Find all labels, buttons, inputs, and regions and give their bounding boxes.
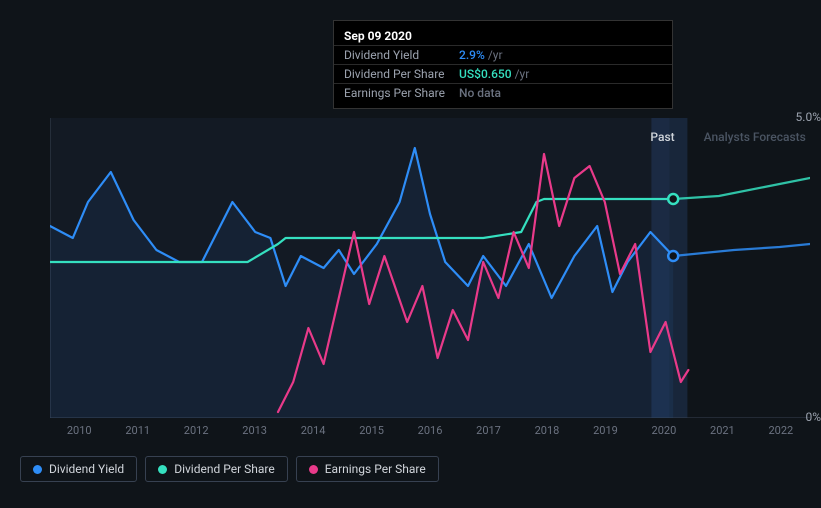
legend-dot-icon bbox=[158, 465, 167, 474]
tooltip-value: US$0.650 bbox=[459, 67, 512, 81]
chart-tooltip: Sep 09 2020 Dividend Yield2.9%/yrDividen… bbox=[333, 20, 673, 109]
tooltip-row: Dividend Per ShareUS$0.650/yr bbox=[334, 64, 672, 83]
x-axis-label: 2018 bbox=[518, 424, 576, 437]
chart-area[interactable] bbox=[50, 118, 810, 418]
legend-dot-icon bbox=[33, 465, 42, 474]
x-axis-label: 2016 bbox=[401, 424, 459, 437]
y-axis-label: 0% bbox=[777, 410, 821, 424]
x-axis-label: 2012 bbox=[167, 424, 225, 437]
legend: Dividend Yield Dividend Per Share Earnings… bbox=[20, 456, 439, 482]
region-label: Past bbox=[650, 130, 674, 144]
legend-label: Dividend Per Share bbox=[174, 462, 275, 476]
tooltip-label: Dividend Yield bbox=[344, 48, 459, 62]
legend-label: Earnings Per Share bbox=[325, 462, 426, 476]
x-axis-label: 2010 bbox=[50, 424, 108, 437]
x-axis-label: 2022 bbox=[752, 424, 810, 437]
legend-item[interactable]: Earnings Per Share bbox=[296, 456, 439, 482]
tooltip-label: Earnings Per Share bbox=[344, 86, 459, 100]
tooltip-date: Sep 09 2020 bbox=[334, 27, 672, 45]
x-axis-label: 2019 bbox=[576, 424, 634, 437]
legend-dot-icon bbox=[309, 465, 318, 474]
legend-label: Dividend Yield bbox=[49, 462, 124, 476]
x-axis-label: 2021 bbox=[693, 424, 751, 437]
x-axis-label: 2015 bbox=[342, 424, 400, 437]
x-axis-label: 2011 bbox=[108, 424, 166, 437]
tooltip-unit: /yr bbox=[515, 67, 530, 81]
tooltip-value: No data bbox=[459, 86, 501, 100]
tooltip-row: Earnings Per ShareNo data bbox=[334, 83, 672, 102]
x-axis-label: 2013 bbox=[225, 424, 283, 437]
legend-item[interactable]: Dividend Per Share bbox=[145, 456, 288, 482]
tooltip-row: Dividend Yield2.9%/yr bbox=[334, 45, 672, 64]
tooltip-unit: /yr bbox=[488, 48, 503, 62]
y-axis-label: 5.0% bbox=[777, 110, 821, 124]
tooltip-label: Dividend Per Share bbox=[344, 67, 459, 81]
line-chart bbox=[50, 118, 810, 418]
x-axis-label: 2014 bbox=[284, 424, 342, 437]
legend-item[interactable]: Dividend Yield bbox=[20, 456, 137, 482]
x-axis-label: 2017 bbox=[459, 424, 517, 437]
x-axis-label: 2020 bbox=[635, 424, 693, 437]
region-label: Analysts Forecasts bbox=[704, 130, 806, 144]
tooltip-value: 2.9% bbox=[459, 48, 485, 62]
x-axis-labels: 2010201120122013201420152016201720182019… bbox=[50, 424, 810, 437]
